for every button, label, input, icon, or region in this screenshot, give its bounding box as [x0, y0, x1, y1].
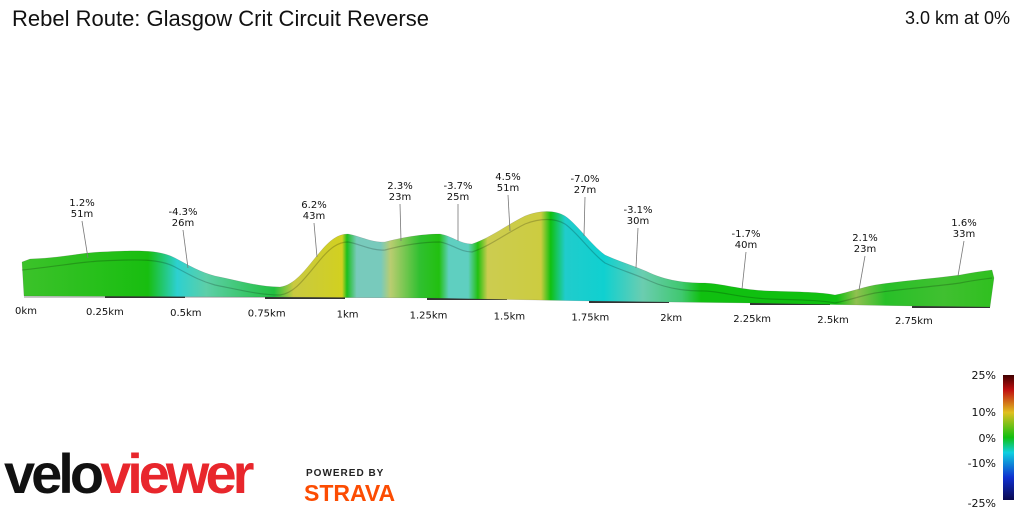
- grade-annotation: 1.2%51m: [69, 198, 95, 259]
- distance-tick-label: 0.75km: [248, 309, 286, 320]
- route-title: Rebel Route: Glasgow Crit Circuit Revers…: [12, 6, 429, 31]
- annotation-grade: 2.3%: [387, 181, 412, 192]
- annotation-grade: -4.3%: [168, 207, 197, 218]
- legend-label: 25%: [972, 369, 996, 382]
- annotation-grade: -3.7%: [443, 181, 472, 192]
- distance-tick-label: 0.25km: [86, 307, 124, 318]
- distance-tick-label: 2.75km: [895, 316, 933, 327]
- grade-annotation: 1.6%33m: [951, 218, 977, 277]
- distance-tick-label: 1.5km: [494, 311, 525, 322]
- legend-label: 0%: [979, 432, 996, 445]
- grade-annotations: 1.2%51m -4.3%26m6.2%43m2.3%23m-3.7%25m4.5…: [69, 172, 977, 291]
- annotation-grade: 6.2%: [301, 200, 326, 211]
- distance-tick-label: 2.5km: [817, 315, 848, 326]
- elevation-profile-fill: [21, 211, 995, 308]
- legend-labels: 25% 10% 0% -10% -25%: [968, 369, 996, 510]
- annotation-grade: -7.0%: [570, 174, 599, 185]
- annotation-length: 23m: [389, 192, 411, 203]
- distance-tick-label: 0km: [15, 306, 37, 317]
- annotation-length: 40m: [735, 240, 757, 251]
- gradient-color-legend: [1003, 375, 1014, 500]
- annotation-grade: -1.7%: [731, 229, 760, 240]
- route-summary: 3.0 km at 0%: [904, 8, 1010, 28]
- distance-tick-label: 2km: [660, 313, 682, 324]
- distance-tick-label: 0.5km: [170, 308, 201, 319]
- legend-label: -25%: [968, 497, 996, 510]
- grade-annotation: -3.7%25m: [443, 181, 473, 241]
- legend-label: 10%: [972, 406, 996, 419]
- grade-annotation: -7.0%27m: [570, 174, 600, 237]
- annotation-length: 30m: [627, 216, 649, 227]
- grade-annotation: 4.5%51m: [495, 172, 521, 232]
- logo-velo: velo: [4, 442, 104, 505]
- grade-annotation: 2.3%23m: [387, 181, 413, 242]
- annotation-length: 33m: [953, 229, 975, 240]
- annotation-grade: 1.2%: [69, 198, 94, 209]
- grade-annotation: -1.7%40m: [731, 229, 761, 290]
- powered-by-label: POWERED BY: [306, 468, 385, 479]
- strava-logo: STRAVA: [304, 480, 396, 506]
- annotation-length: 25m: [447, 192, 469, 203]
- annotation-length: 51m: [71, 209, 93, 220]
- logo-viewer: viewer: [100, 442, 254, 505]
- elevation-profile-top-edge: [21, 218, 993, 304]
- grade-annotation: 2.1%23m: [852, 233, 878, 291]
- distance-tick-label: 1.25km: [410, 311, 448, 322]
- annotation-length: 23m: [854, 244, 876, 255]
- annotation-grade: -3.1%: [623, 205, 652, 216]
- annotation-grade: 2.1%: [852, 233, 877, 244]
- distance-tick-label: 1.75km: [571, 312, 609, 323]
- legend-label: -10%: [968, 457, 996, 470]
- annotation-length: 26m: [172, 218, 194, 229]
- annotation-length: 43m: [303, 211, 325, 222]
- annotation-length: 27m: [574, 185, 596, 196]
- distance-tick-label: 2.25km: [733, 314, 771, 325]
- annotation-grade: 1.6%: [951, 218, 976, 229]
- grade-annotation: -4.3%26m: [168, 207, 198, 269]
- distance-tick-label: 1km: [337, 310, 359, 321]
- annotation-grade: 4.5%: [495, 172, 520, 183]
- distance-ticks: 0km 0.25km 0.5km 0.75km 1km 1.25km 1.5km 1.75km…: [15, 306, 933, 327]
- grade-annotation: 6.2%43m: [301, 200, 327, 258]
- annotation-length: 51m: [497, 183, 519, 194]
- veloviewer-logo: veloviewer: [4, 442, 254, 505]
- grade-annotation: -3.1%30m: [623, 205, 653, 269]
